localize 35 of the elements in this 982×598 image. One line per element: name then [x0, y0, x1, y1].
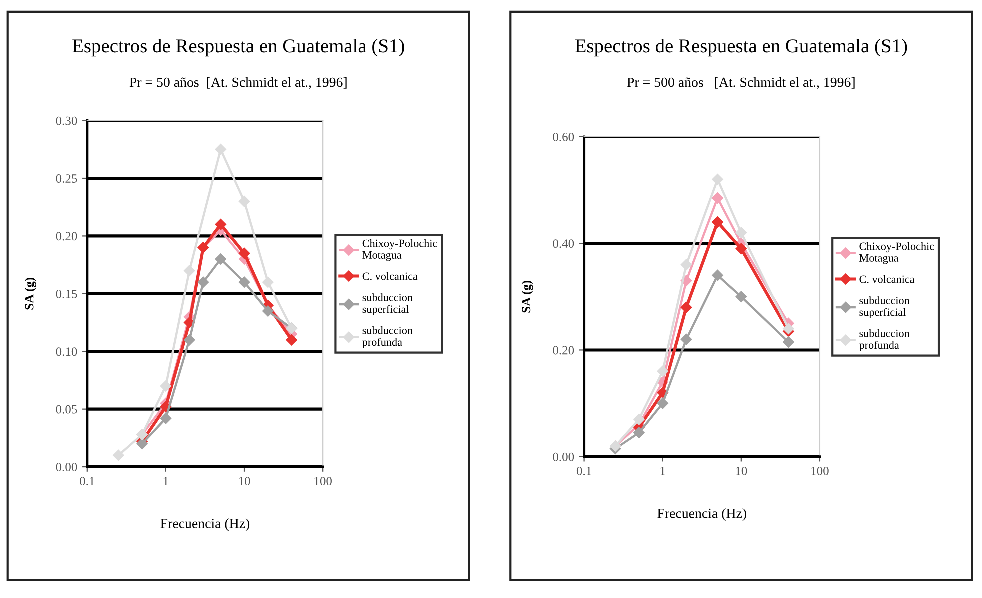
y-tick-label: 0.20 — [56, 232, 78, 241]
chart-subtitle: Pr = 500 años [At. Schmidt el at., 1996] — [627, 77, 855, 90]
y-tick-label: 0.20 — [553, 346, 574, 355]
y-tick-label: 0.10 — [56, 348, 78, 356]
y-tick-label: 0.15 — [56, 290, 78, 298]
legend-label: subduccion profunda — [362, 326, 413, 348]
y-axis-title: SA (g) — [522, 280, 534, 313]
y-axis-title: SA (g) — [24, 278, 36, 310]
y-tick-label: 0.00 — [56, 463, 78, 472]
chart-title: Espectros de Respuesta en Guatemala (S1) — [72, 39, 404, 57]
x-tick-label: 1 — [660, 467, 666, 476]
x-axis-title: Frecuencia (Hz) — [658, 508, 746, 522]
chart-subtitle: Pr = 50 años [At. Schmidt el at., 1996] — [130, 77, 347, 90]
legend-label: subduccion superficial — [362, 294, 413, 316]
x-tick-label: 100 — [812, 466, 829, 476]
x-tick-label: 10 — [239, 477, 250, 486]
legend-label: Chixoy-Polochic Motagua — [860, 242, 934, 264]
y-tick-label: 0.60 — [553, 132, 574, 142]
x-tick-label: 10 — [736, 466, 748, 476]
chart-title: Espectros de Respuesta en Guatemala (S1) — [575, 39, 908, 57]
legend-label: C. volcanica — [860, 275, 915, 284]
x-tick-label: 100 — [314, 477, 332, 486]
y-tick-label: 0.40 — [553, 240, 574, 248]
legend-label: Chixoy-Polochic Motagua — [362, 239, 438, 262]
y-tick-label: 0.25 — [56, 174, 78, 184]
x-axis-title: Frecuencia (Hz) — [160, 518, 250, 532]
x-tick-label: 0.1 — [80, 477, 94, 486]
legend-label: subduccion superficial — [860, 296, 910, 318]
y-tick-label: 0.05 — [56, 405, 78, 414]
x-tick-label: 0.1 — [576, 466, 592, 476]
legend-label: subduccion profunda — [859, 330, 910, 352]
y-tick-label: 0.00 — [553, 452, 574, 462]
x-tick-label: 1 — [164, 477, 168, 486]
y-tick-label: 0.30 — [56, 116, 78, 126]
legend-label: C. volcanica — [362, 272, 418, 280]
